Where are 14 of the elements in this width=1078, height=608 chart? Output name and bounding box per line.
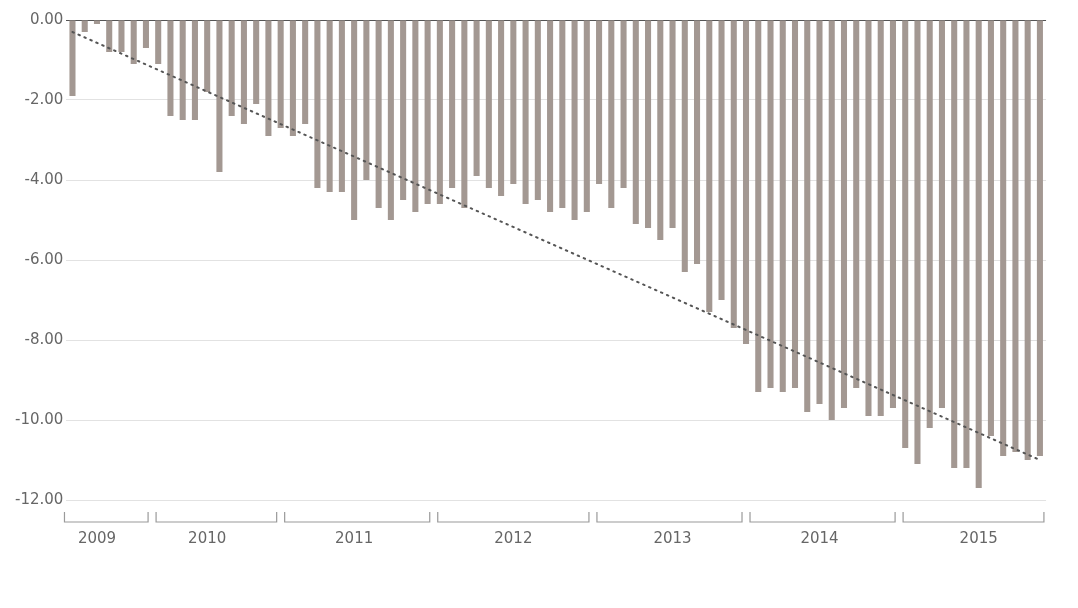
- y-tick-label: -6.00: [24, 249, 64, 268]
- x-tick-label: 2011: [335, 528, 374, 547]
- y-tick-label: -2.00: [24, 89, 64, 108]
- y-tick-label: -4.00: [24, 169, 64, 188]
- x-tick-label: 2014: [800, 528, 839, 547]
- y-tick-label: -10.00: [15, 409, 64, 428]
- y-tick-label: 0.00: [29, 9, 64, 28]
- x-tick-label: 2009: [77, 528, 117, 547]
- x-tick-label: 2015: [959, 528, 998, 547]
- y-tick-label: -8.00: [24, 329, 64, 348]
- x-tick-label: 2010: [188, 528, 227, 547]
- x-tick-label: 2013: [653, 528, 692, 547]
- x-tick-label: 2012: [494, 528, 533, 547]
- y-tick-label: -12.00: [15, 489, 64, 508]
